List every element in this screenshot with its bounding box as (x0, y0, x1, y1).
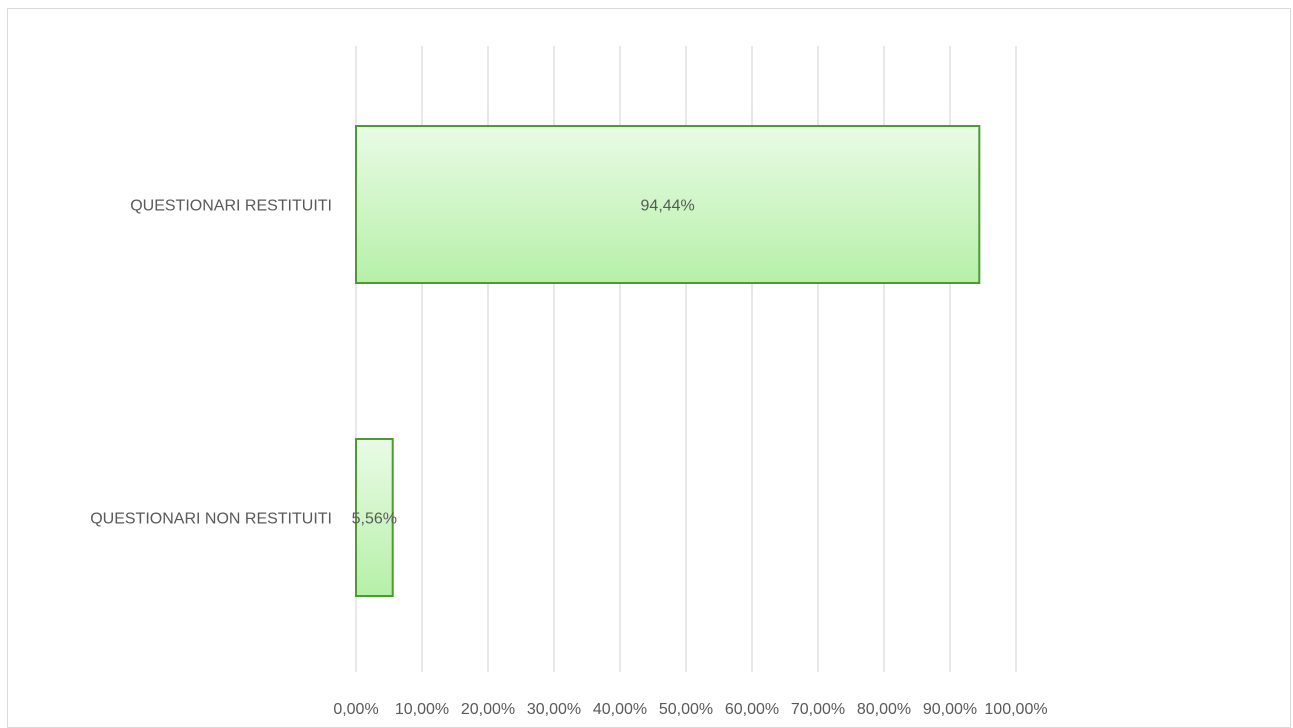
data-label: 94,44% (641, 198, 695, 215)
x-tick-label: 60,00% (725, 701, 779, 718)
x-tick-label: 100,00% (984, 701, 1047, 718)
x-tick-label: 50,00% (659, 701, 713, 718)
data-label: 5,56% (352, 511, 397, 528)
bar-2 (355, 438, 394, 597)
x-tick-label: 80,00% (857, 701, 911, 718)
x-tick-label: 20,00% (461, 701, 515, 718)
x-tick-label: 40,00% (593, 701, 647, 718)
x-tick-label: 70,00% (791, 701, 845, 718)
x-tick-label: 0,00% (333, 701, 378, 718)
labels: 0,00% 10,00% 20,00% 30,00% 40,00% 50,00% 60,00… (90, 198, 1047, 719)
category-label: QUESTIONARI RESTITUITI (130, 198, 332, 215)
x-tick-label: 10,00% (395, 701, 449, 718)
category-label: QUESTIONARI NON RESTITUITI (90, 511, 332, 528)
x-tick-label: 30,00% (527, 701, 581, 718)
bars (355, 125, 981, 597)
bar-1 (355, 125, 981, 284)
x-tick-label: 90,00% (923, 701, 977, 718)
